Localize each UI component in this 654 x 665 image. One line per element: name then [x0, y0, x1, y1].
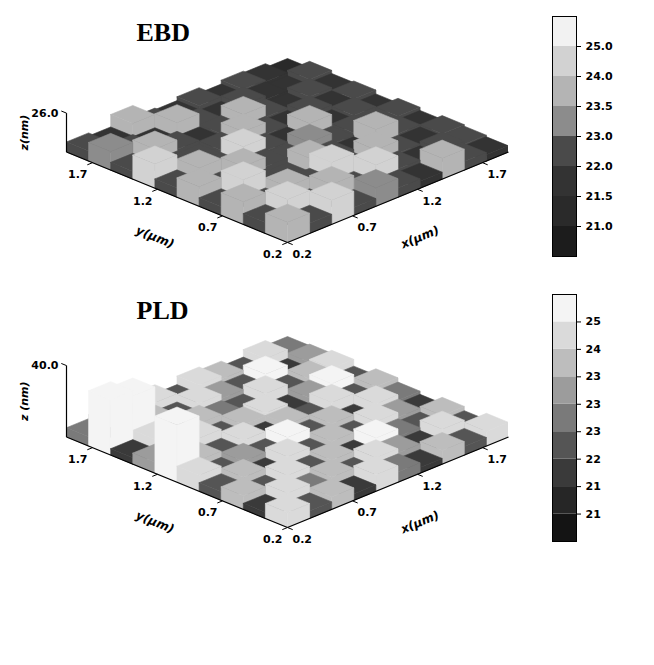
svg-text:21.5: 21.5	[586, 190, 613, 203]
svg-text:PLD: PLD	[137, 296, 189, 325]
svg-text:0.2: 0.2	[293, 248, 313, 261]
svg-text:23: 23	[586, 425, 601, 438]
svg-text:0.7: 0.7	[198, 506, 218, 519]
svg-text:1.7: 1.7	[68, 453, 88, 466]
svg-text:21: 21	[586, 508, 601, 521]
svg-text:1.7: 1.7	[488, 168, 508, 181]
svg-text:23.5: 23.5	[586, 100, 613, 113]
svg-text:0.2: 0.2	[293, 533, 313, 546]
svg-text:0.2: 0.2	[263, 248, 283, 261]
svg-text:1.7: 1.7	[488, 453, 508, 466]
svg-text:22.0: 22.0	[586, 160, 613, 173]
svg-text:x(µm): x(µm)	[398, 508, 441, 537]
svg-text:24.0: 24.0	[586, 70, 613, 83]
svg-text:y(µm): y(µm)	[134, 508, 176, 536]
svg-text:23: 23	[586, 370, 601, 383]
svg-text:z (nm): z (nm)	[18, 381, 31, 422]
svg-text:21.0: 21.0	[586, 220, 613, 233]
svg-text:1.2: 1.2	[133, 195, 153, 208]
svg-text:25: 25	[586, 315, 601, 328]
svg-text:23.0: 23.0	[586, 130, 613, 143]
svg-text:1.7: 1.7	[68, 168, 88, 181]
svg-text:EBD: EBD	[137, 18, 190, 47]
svg-text:y(µm): y(µm)	[134, 223, 176, 251]
svg-text:26.0: 26.0	[31, 107, 58, 120]
svg-text:1.2: 1.2	[133, 480, 153, 493]
svg-text:0.7: 0.7	[198, 221, 218, 234]
svg-text:x(µm): x(µm)	[398, 223, 441, 252]
svg-text:z(nm): z(nm)	[18, 115, 31, 152]
svg-text:1.2: 1.2	[423, 195, 443, 208]
svg-text:21: 21	[586, 480, 601, 493]
svg-text:23: 23	[586, 398, 601, 411]
svg-text:25.0: 25.0	[586, 40, 613, 53]
svg-text:40.0: 40.0	[31, 359, 58, 372]
svg-text:1.2: 1.2	[423, 480, 443, 493]
svg-text:22: 22	[586, 453, 601, 466]
svg-text:0.7: 0.7	[358, 221, 378, 234]
svg-text:0.7: 0.7	[358, 506, 378, 519]
svg-text:24: 24	[586, 343, 602, 356]
svg-text:0.2: 0.2	[263, 533, 283, 546]
